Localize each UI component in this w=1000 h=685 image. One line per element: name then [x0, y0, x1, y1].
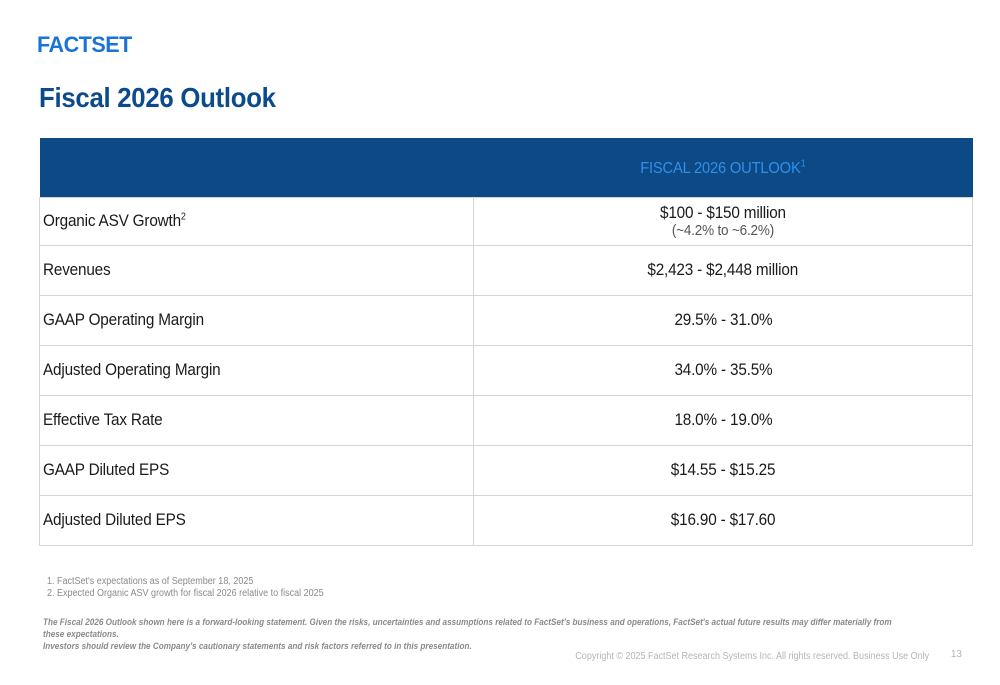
value-cell: 34.0% - 35.5%	[473, 344, 973, 396]
metric-label: Adjusted Diluted EPS	[43, 510, 186, 529]
table-row: Adjusted Operating Margin 34.0% - 35.5%	[39, 344, 973, 396]
metric-cell: Adjusted Diluted EPS	[39, 494, 474, 546]
table-row: Adjusted Diluted EPS $16.90 - $17.60	[39, 494, 973, 546]
metric-cell: GAAP Diluted EPS	[39, 444, 474, 496]
header-footnote-marker: 1	[800, 158, 806, 170]
factset-logo: FACTSET	[37, 32, 132, 57]
forward-looking-disclaimer: The Fiscal 2026 Outlook shown here is a …	[43, 617, 903, 653]
table-header-row: FISCAL 2026 OUTLOOK1	[39, 138, 973, 197]
metric-cell: Revenues	[39, 244, 474, 296]
table-row: GAAP Diluted EPS $14.55 - $15.25	[39, 444, 973, 496]
value-cell: $2,423 - $2,448 million	[473, 244, 973, 296]
disclaimer-line-2: Investors should review the Company's ca…	[43, 641, 472, 652]
header-outlook-text: FISCAL 2026 OUTLOOK	[640, 160, 801, 178]
value-label: 18.0% - 19.0%	[673, 410, 773, 429]
value-cell: $16.90 - $17.60	[473, 494, 973, 546]
header-outlook-cell: FISCAL 2026 OUTLOOK1	[473, 138, 973, 197]
value-cell: 18.0% - 19.0%	[473, 394, 973, 446]
table-row: Organic ASV Growth2 $100 - $150 million(…	[39, 196, 973, 246]
metric-label: GAAP Diluted EPS	[43, 460, 170, 479]
metric-label: Effective Tax Rate	[43, 410, 163, 429]
outlook-table: FISCAL 2026 OUTLOOK1 Organic ASV Growth2…	[39, 138, 973, 546]
value-label: 29.5% - 31.0%	[673, 310, 773, 329]
metric-cell: Organic ASV Growth2	[39, 196, 474, 246]
value-cell: $14.55 - $15.25	[473, 444, 973, 496]
footnote-2: 2. Expected Organic ASV growth for fisca…	[47, 588, 324, 599]
value-label: $2,423 - $2,448 million	[647, 260, 799, 279]
metric-label: GAAP Operating Margin	[43, 310, 204, 329]
value-label: $14.55 - $15.25	[670, 460, 776, 479]
metric-footnote-marker: 2	[180, 211, 186, 223]
footnote-1: 1. FactSet's expectations as of Septembe…	[47, 576, 254, 587]
metric-label: Revenues	[43, 260, 111, 279]
copyright-notice: Copyright © 2025 FactSet Research System…	[575, 651, 929, 662]
value-cell: 29.5% - 31.0%	[473, 294, 973, 346]
page-number: 13	[950, 649, 962, 660]
table-row: Revenues $2,423 - $2,448 million	[39, 244, 973, 296]
value-label: $100 - $150 million	[660, 202, 786, 222]
metric-cell: Adjusted Operating Margin	[39, 344, 474, 396]
table-row: GAAP Operating Margin 29.5% - 31.0%	[39, 294, 973, 346]
table-row: Effective Tax Rate 18.0% - 19.0%	[39, 394, 973, 446]
value-label: $16.90 - $17.60	[670, 510, 776, 529]
disclaimer-line-1: The Fiscal 2026 Outlook shown here is a …	[43, 617, 892, 640]
metric-cell: Effective Tax Rate	[39, 394, 474, 446]
value-sublabel: (~4.2% to ~6.2%)	[671, 221, 775, 239]
metric-label: Organic ASV Growth	[43, 211, 181, 230]
header-empty-cell	[39, 138, 474, 197]
value-label: 34.0% - 35.5%	[673, 360, 773, 379]
metric-label: Adjusted Operating Margin	[43, 360, 221, 379]
footnotes: 1. FactSet's expectations as of Septembe…	[47, 576, 354, 600]
metric-cell: GAAP Operating Margin	[39, 294, 474, 346]
page-title: Fiscal 2026 Outlook	[39, 82, 276, 113]
value-cell: $100 - $150 million (~4.2% to ~6.2%)	[473, 196, 973, 246]
header-outlook-label: FISCAL 2026 OUTLOOK1	[640, 158, 806, 178]
